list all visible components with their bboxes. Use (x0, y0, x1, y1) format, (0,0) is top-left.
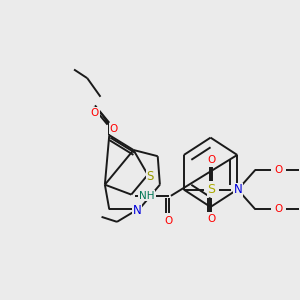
Text: N: N (233, 183, 242, 196)
Text: S: S (146, 169, 154, 182)
Text: N: N (132, 204, 141, 217)
Text: O: O (274, 204, 283, 214)
Text: NH: NH (139, 191, 154, 201)
Text: O: O (91, 108, 99, 118)
Text: O: O (165, 216, 173, 226)
Text: S: S (207, 183, 215, 196)
Text: O: O (274, 165, 283, 175)
Text: O: O (207, 214, 215, 224)
Text: O: O (110, 124, 118, 134)
Text: O: O (207, 155, 215, 165)
